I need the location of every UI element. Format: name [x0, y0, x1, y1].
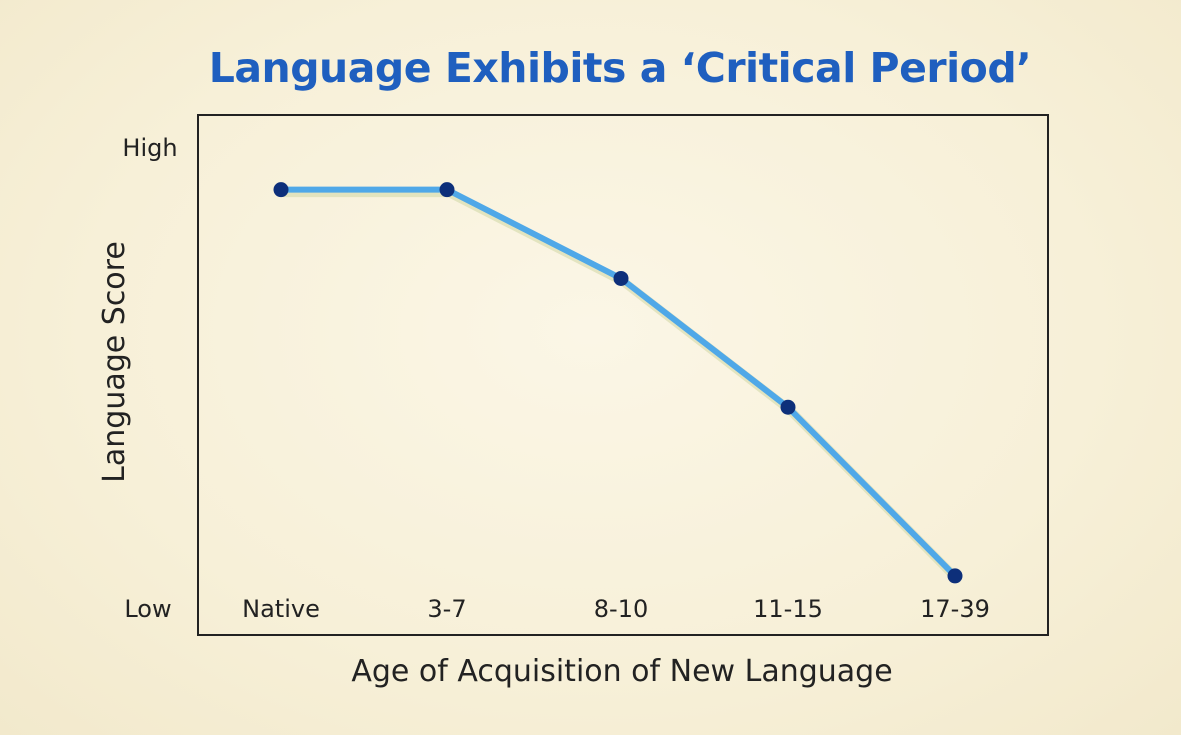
- data-point-4: [780, 399, 796, 415]
- data-point-5: [947, 568, 963, 584]
- data-point-1: [273, 182, 289, 198]
- x-tick-label: 11-15: [753, 595, 823, 623]
- x-axis-label: Age of Acquisition of New Language: [351, 654, 892, 689]
- y-tick-high: High: [122, 134, 177, 162]
- x-tick-label: 3-7: [427, 595, 466, 623]
- x-tick-label: Native: [242, 595, 320, 623]
- y-tick-low: Low: [124, 595, 171, 623]
- x-tick-label: 8-10: [594, 595, 648, 623]
- y-axis-label: Language Score: [97, 241, 132, 483]
- series-line: [278, 186, 958, 579]
- data-point-3: [613, 270, 629, 286]
- data-point-2: [439, 182, 455, 198]
- plot-frame: [197, 114, 1049, 636]
- chart-title: Language Exhibits a ‘Critical Period’: [208, 44, 1032, 92]
- x-tick-label: 17-39: [920, 595, 990, 623]
- series-line-shadow: [283, 188, 961, 583]
